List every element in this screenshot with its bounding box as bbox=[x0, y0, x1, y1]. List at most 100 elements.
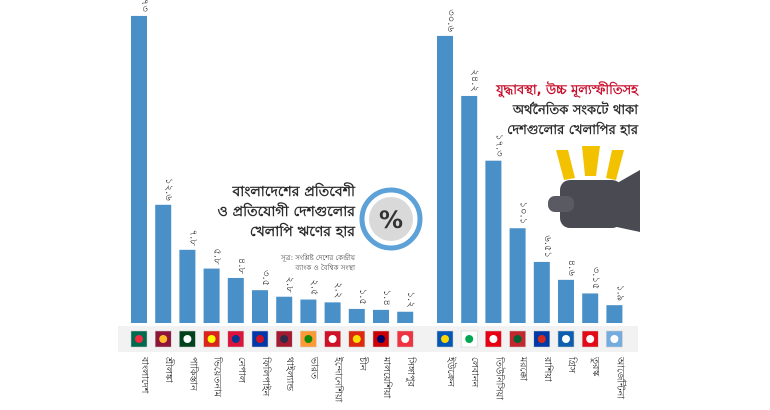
flag-icon bbox=[509, 330, 526, 348]
flag-emblem bbox=[135, 335, 143, 343]
flag-icon bbox=[396, 330, 414, 348]
category-label: রাশিয়া bbox=[542, 356, 554, 383]
bar bbox=[437, 35, 453, 324]
flag-emblem bbox=[280, 335, 289, 343]
bar bbox=[276, 296, 293, 323]
flag-emblem bbox=[352, 335, 361, 343]
bar bbox=[373, 309, 389, 323]
bar-value-label: ৬.৫১ bbox=[542, 235, 553, 258]
flag-emblem bbox=[537, 335, 546, 343]
flag-icon bbox=[348, 330, 366, 348]
category-label: পাকিস্তান bbox=[187, 357, 199, 392]
category-label: ফিলিপাইন bbox=[260, 356, 272, 398]
bar bbox=[582, 293, 599, 323]
flag-icon bbox=[485, 330, 502, 348]
bar bbox=[533, 261, 550, 323]
flag-emblem bbox=[441, 335, 449, 343]
bar bbox=[485, 160, 502, 323]
bar bbox=[558, 279, 574, 323]
bar-value-label: ৩.১৫ bbox=[590, 267, 601, 290]
bar bbox=[203, 268, 220, 323]
flag-icon bbox=[203, 330, 220, 348]
bar-value-label: ৩.৫ bbox=[260, 270, 271, 286]
flag-icon bbox=[372, 330, 390, 348]
category-label: নেপাল bbox=[236, 357, 247, 384]
fist-icon bbox=[560, 180, 622, 228]
bar-value-label: ৩২.৭৩ bbox=[139, 0, 150, 12]
flag-icon bbox=[300, 330, 317, 348]
flag-icon bbox=[227, 330, 245, 348]
flag-emblem bbox=[401, 335, 410, 343]
bar-value-label: ৭.৮ bbox=[187, 230, 198, 247]
flag-icon bbox=[324, 330, 341, 348]
bar bbox=[179, 249, 196, 323]
category-label: মালয়েশিয়া bbox=[381, 356, 393, 399]
bar-value-label: ৪.৮ bbox=[236, 258, 247, 275]
bar bbox=[324, 302, 341, 323]
coin-ray-left bbox=[556, 150, 575, 180]
flag-icon bbox=[251, 330, 269, 348]
flag-icon bbox=[179, 330, 196, 348]
flag-emblem bbox=[328, 335, 337, 343]
bar-value-label: ২.২ bbox=[333, 282, 344, 298]
right-title-block: যুদ্ধাবস্থা, উচ্চ মূল্যস্ফীতিসহ অর্থনৈতি… bbox=[495, 81, 639, 138]
right-bar-chart: ৩০.৬ ইউক্রেন ২৪.২ লেবানন ১৭.৩ তিউনিসিয়া ১০.১ ম… bbox=[436, 9, 626, 401]
category-label: সিঙ্গাপুর bbox=[405, 356, 417, 387]
bar bbox=[606, 305, 623, 323]
category-label: লেবানন bbox=[469, 357, 480, 389]
percent-badge: % bbox=[359, 187, 423, 251]
bar bbox=[461, 95, 478, 324]
bar-value-label: ১৭.৩ bbox=[493, 134, 504, 157]
flag-icon bbox=[557, 330, 575, 348]
category-label: তুরস্ক bbox=[590, 356, 601, 377]
fist-coin-illustration bbox=[548, 146, 640, 232]
bar-value-label: ১.২ bbox=[405, 292, 416, 308]
bar-value-label: ২.৮ bbox=[284, 277, 295, 294]
bar bbox=[131, 15, 147, 323]
flag-icon bbox=[275, 330, 293, 348]
flag-icon bbox=[436, 330, 454, 348]
coin-ray-right bbox=[606, 150, 624, 180]
source-line-1: সূত্র: সংশ্লিষ্ট দেশের কেন্দ্রীয় bbox=[280, 253, 356, 262]
coin-ray-center bbox=[582, 146, 600, 176]
bar-value-label: ১২.৬ bbox=[163, 178, 174, 201]
flag-emblem bbox=[513, 335, 522, 343]
bar bbox=[300, 299, 317, 323]
bar-value-label: ১.৯ bbox=[614, 285, 625, 301]
category-label: ভারত bbox=[308, 356, 319, 380]
flag-icon bbox=[533, 330, 551, 348]
bar-value-label: ৫.৮ bbox=[212, 248, 223, 265]
fist-arm bbox=[612, 170, 640, 232]
category-label: বাংলাদেশ bbox=[139, 356, 150, 395]
flag-icon bbox=[581, 330, 599, 348]
category-label: তিউনিসিয়া bbox=[493, 356, 506, 401]
category-label: মরক্কো bbox=[518, 356, 529, 382]
bar bbox=[348, 308, 365, 323]
flag-emblem bbox=[465, 335, 474, 343]
flag-icon bbox=[130, 330, 148, 348]
flag-emblem bbox=[562, 335, 570, 343]
category-label: ইন্দোনেশিয়া bbox=[333, 356, 345, 404]
bar bbox=[227, 277, 244, 323]
percent-badge-inner bbox=[369, 197, 413, 241]
flag-emblem bbox=[586, 335, 595, 343]
category-label: আর্জেন্টিনা bbox=[614, 356, 626, 400]
bar bbox=[252, 290, 268, 323]
category-label: গ্রিস bbox=[566, 356, 578, 374]
left-title-line-1: বাংলাদেশের প্রতিবেশী bbox=[232, 182, 356, 200]
flag-emblem bbox=[377, 335, 385, 343]
bar-value-label: ২৪.২ bbox=[469, 69, 480, 92]
flag-emblem bbox=[231, 335, 240, 343]
flag-icon bbox=[154, 330, 172, 348]
bar-value-label: ২.৫ bbox=[308, 279, 319, 295]
right-title-line-2: অর্থনৈতিক সংকটে থাকা bbox=[512, 101, 639, 118]
bar bbox=[397, 311, 414, 323]
right-title-line-1: যুদ্ধাবস্থা, উচ্চ মূল্যস্ফীতিসহ bbox=[495, 81, 639, 99]
bar-value-label: ৪.৬ bbox=[566, 260, 577, 277]
left-title-line-2: ও প্রতিযোগী দেশগুলোর bbox=[218, 202, 357, 220]
left-bar-chart: ৩২.৭৩ বাংলাদেশ ১২.৬ শ্রীলঙ্কা ৭.৮ পাকিস্তান ৫.… bbox=[130, 0, 417, 404]
category-label: থাইল্যান্ড bbox=[284, 357, 296, 392]
left-title-line-3: খেলাপি ঋণের হার bbox=[250, 222, 356, 240]
category-label: চীন bbox=[357, 356, 370, 372]
